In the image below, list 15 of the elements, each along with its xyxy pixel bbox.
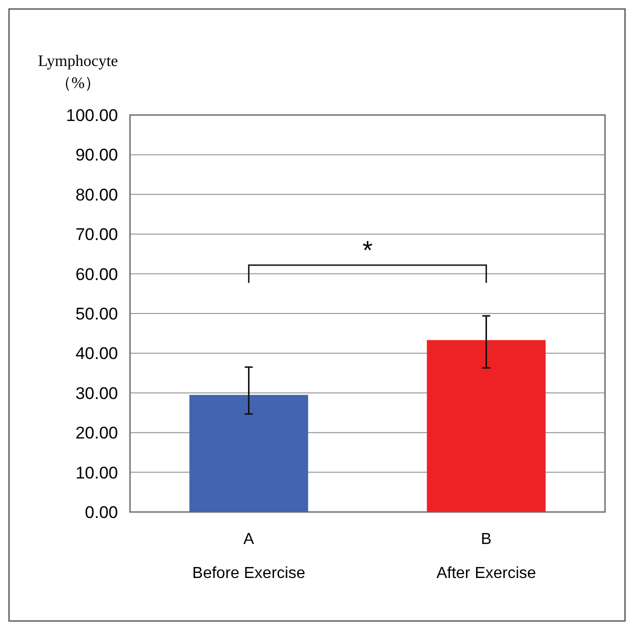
y-tick-label: 50.00 xyxy=(75,304,118,324)
y-tick-label: 100.00 xyxy=(66,106,118,125)
y-tick-label: 20.00 xyxy=(75,424,118,443)
y-tick-label: 80.00 xyxy=(75,185,118,204)
y-tick-label: 30.00 xyxy=(75,384,118,403)
x-tick-label: B After Exercise xyxy=(436,531,536,582)
y-tick-label: 60.00 xyxy=(75,264,118,284)
y-tick-label: 70.00 xyxy=(75,225,118,244)
annotation: * xyxy=(362,235,373,266)
y-tick-label: 0.00 xyxy=(84,502,118,522)
y-tick-label: 10.00 xyxy=(75,463,118,482)
y-tick-label: 90.00 xyxy=(75,146,118,165)
x-tick-label: A Before Exercise xyxy=(192,531,306,582)
y-tick-label: 40.00 xyxy=(75,344,118,364)
y-axis-title: Lymphocyte （%） xyxy=(38,53,118,92)
